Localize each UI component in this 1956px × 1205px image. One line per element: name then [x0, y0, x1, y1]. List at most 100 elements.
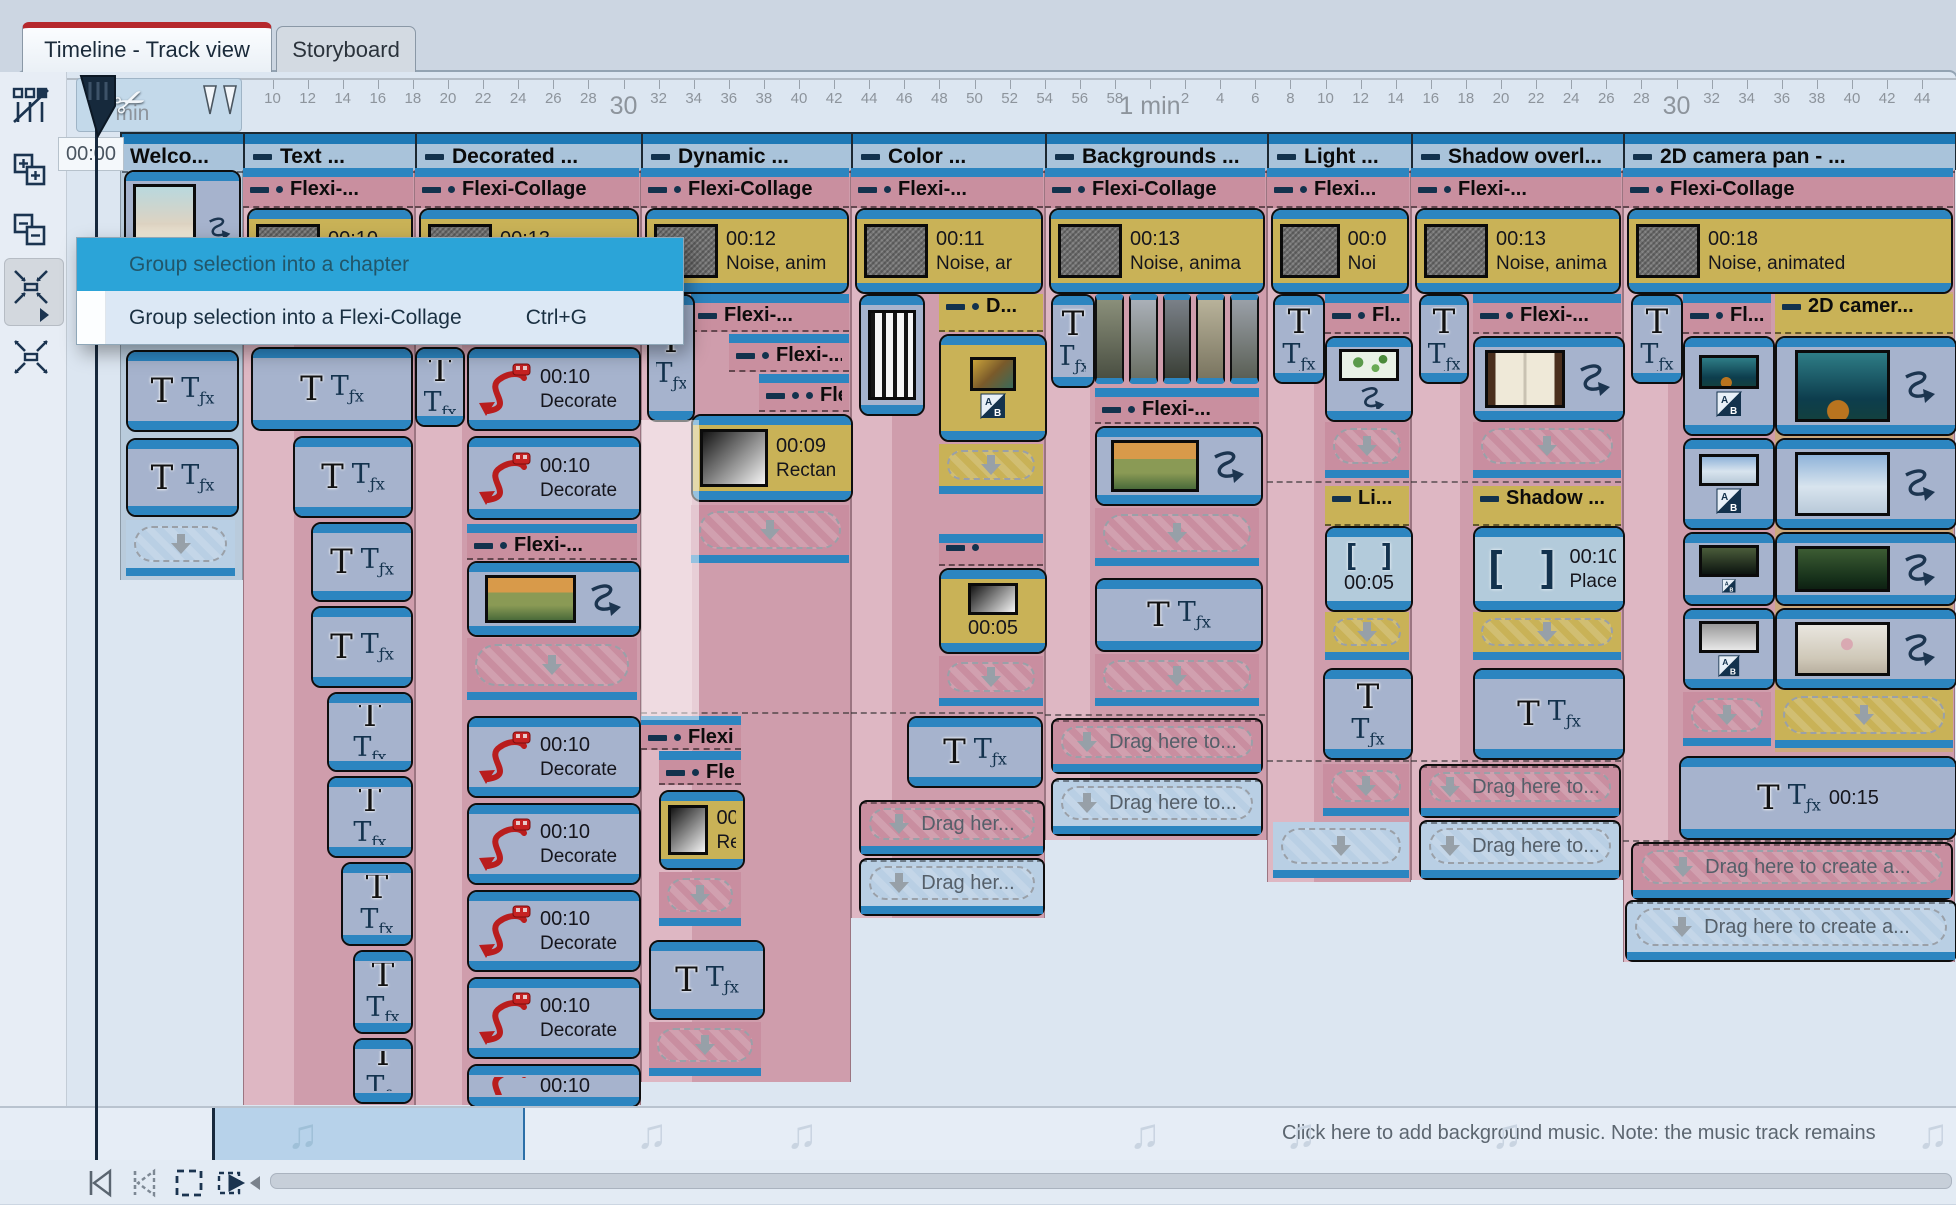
- noise-clip[interactable]: 00:11 Noise, ar: [855, 208, 1043, 294]
- collapse-minus-icon[interactable]: [250, 186, 269, 193]
- image-sequence-strip[interactable]: [1095, 294, 1259, 384]
- playhead-line[interactable]: [95, 112, 98, 1160]
- flexi-collage-header[interactable]: Flexi-...: [1095, 388, 1259, 424]
- collapse-minus-icon[interactable]: [1418, 186, 1437, 193]
- music-track-selection[interactable]: [212, 1108, 525, 1162]
- drop-zone[interactable]: Drag here to create a...: [1631, 842, 1953, 900]
- flexi-collage-header[interactable]: Flexi-Collage: [1045, 168, 1265, 208]
- rectangle-clip[interactable]: 00:0Rec: [659, 790, 745, 870]
- scroll-left-arrow[interactable]: [250, 1176, 260, 1190]
- collapse-minus-icon[interactable]: [1332, 495, 1351, 502]
- image-clip[interactable]: [1325, 336, 1413, 422]
- sub-chapter-header[interactable]: 2D camer...: [1775, 294, 1953, 334]
- image-clip[interactable]: [467, 561, 641, 637]
- collapse-minus-icon[interactable]: [736, 352, 755, 359]
- collapse-minus-icon[interactable]: [698, 312, 717, 319]
- collapse-minus-icon[interactable]: [1052, 186, 1071, 193]
- drop-zone[interactable]: Drag her...: [859, 858, 1045, 916]
- flexi-collage-header[interactable]: Flexi-...: [729, 334, 849, 372]
- chapter-header[interactable]: Color ...: [851, 132, 1047, 173]
- flexi-collage-header[interactable]: Flexi-...: [1411, 168, 1621, 208]
- flexi-collage-header[interactable]: Flexi...: [1267, 168, 1409, 208]
- drop-zone[interactable]: [1473, 612, 1621, 660]
- chapter-header[interactable]: Backgrounds ...: [1045, 132, 1269, 173]
- split-icon[interactable]: [196, 84, 244, 118]
- chapter-header[interactable]: Shadow overl...: [1411, 132, 1625, 173]
- drop-zone[interactable]: [1775, 690, 1953, 748]
- noise-clip[interactable]: 00:13 Noise, anima: [1415, 208, 1621, 294]
- sub-chapter-header[interactable]: D...: [939, 294, 1043, 332]
- rectangle-clip[interactable]: 00:09 Rectan: [691, 414, 853, 502]
- collapse-minus-icon[interactable]: [1480, 495, 1499, 502]
- drop-zone[interactable]: [1325, 612, 1409, 660]
- image-clip[interactable]: [1095, 426, 1263, 506]
- collapse-minus-icon[interactable]: [422, 186, 441, 193]
- decorated-text-clip[interactable]: 00:10 Decorate: [467, 977, 641, 1059]
- flexi-collage-header[interactable]: Flexi-Collage: [641, 168, 849, 208]
- image-clip[interactable]: [1775, 532, 1956, 606]
- drop-zone[interactable]: [467, 638, 637, 700]
- chapter-header[interactable]: Dynamic ...: [641, 132, 853, 173]
- placeholder-clip[interactable]: [ ] 00:05: [1325, 526, 1413, 612]
- menu-item-group-into-flexi-collage[interactable]: Group selection into a Flexi-Collage Ctr…: [77, 291, 683, 344]
- image-clip[interactable]: [1473, 336, 1625, 422]
- expand-tracks-icon[interactable]: [12, 338, 52, 378]
- drop-zone[interactable]: [649, 1022, 761, 1076]
- collapse-minus-icon[interactable]: [1055, 154, 1074, 160]
- sub-chapter-header[interactable]: Shadow ...: [1473, 486, 1621, 526]
- drop-zone[interactable]: [1095, 508, 1259, 566]
- noise-clip[interactable]: 00:13 Noise, anima: [1049, 208, 1265, 294]
- tab-storyboard[interactable]: Storyboard: [276, 26, 416, 72]
- horizontal-scrollbar[interactable]: [270, 1173, 1952, 1189]
- decorated-text-clip[interactable]: 00:10: [467, 1064, 641, 1108]
- drop-zone[interactable]: [1323, 764, 1409, 816]
- collapse-tracks-icon[interactable]: [12, 268, 52, 308]
- ungroup-objects-icon[interactable]: [12, 212, 52, 252]
- skip-to-start-icon[interactable]: [84, 1166, 118, 1200]
- collapse-minus-icon[interactable]: [1480, 312, 1499, 319]
- music-track[interactable]: Click here to add background music. Note…: [0, 1106, 1956, 1163]
- drop-zone[interactable]: [1273, 822, 1409, 878]
- drop-zone[interactable]: [1683, 692, 1771, 746]
- drop-zone[interactable]: [1325, 422, 1409, 478]
- drop-zone[interactable]: Drag here to...: [1051, 778, 1263, 836]
- image-clip[interactable]: [1775, 608, 1956, 690]
- drop-zone[interactable]: Drag here to...: [1051, 718, 1263, 774]
- drop-zone[interactable]: [691, 505, 849, 563]
- collapse-minus-icon[interactable]: [946, 544, 965, 551]
- collapse-minus-icon[interactable]: [766, 392, 785, 399]
- collapse-minus-icon[interactable]: [946, 303, 965, 310]
- flexi-collage-header[interactable]: Fl...: [1683, 294, 1771, 334]
- rectangle-clip[interactable]: 00:05: [939, 568, 1047, 654]
- decorated-text-clip[interactable]: 00:10 Decorate: [467, 890, 641, 972]
- play-range-icon[interactable]: [216, 1166, 250, 1200]
- group-objects-icon[interactable]: [12, 152, 52, 192]
- collapse-minus-icon[interactable]: [648, 734, 667, 741]
- collapse-minus-icon[interactable]: [425, 154, 444, 160]
- chapter-header[interactable]: Light ...: [1267, 132, 1413, 173]
- collapse-minus-icon[interactable]: [651, 154, 670, 160]
- flexi-collage-header[interactable]: Flexi-...: [1473, 294, 1621, 334]
- collapse-minus-icon[interactable]: [1633, 154, 1652, 160]
- placeholder-clip[interactable]: [ ] 00:10Placehol: [1473, 526, 1625, 612]
- noise-clip[interactable]: 00:18 Noise, animated: [1627, 208, 1953, 294]
- collapse-minus-icon[interactable]: [858, 186, 877, 193]
- drop-zone[interactable]: Drag her...: [859, 800, 1045, 856]
- fit-timeline-icon[interactable]: [172, 1166, 206, 1200]
